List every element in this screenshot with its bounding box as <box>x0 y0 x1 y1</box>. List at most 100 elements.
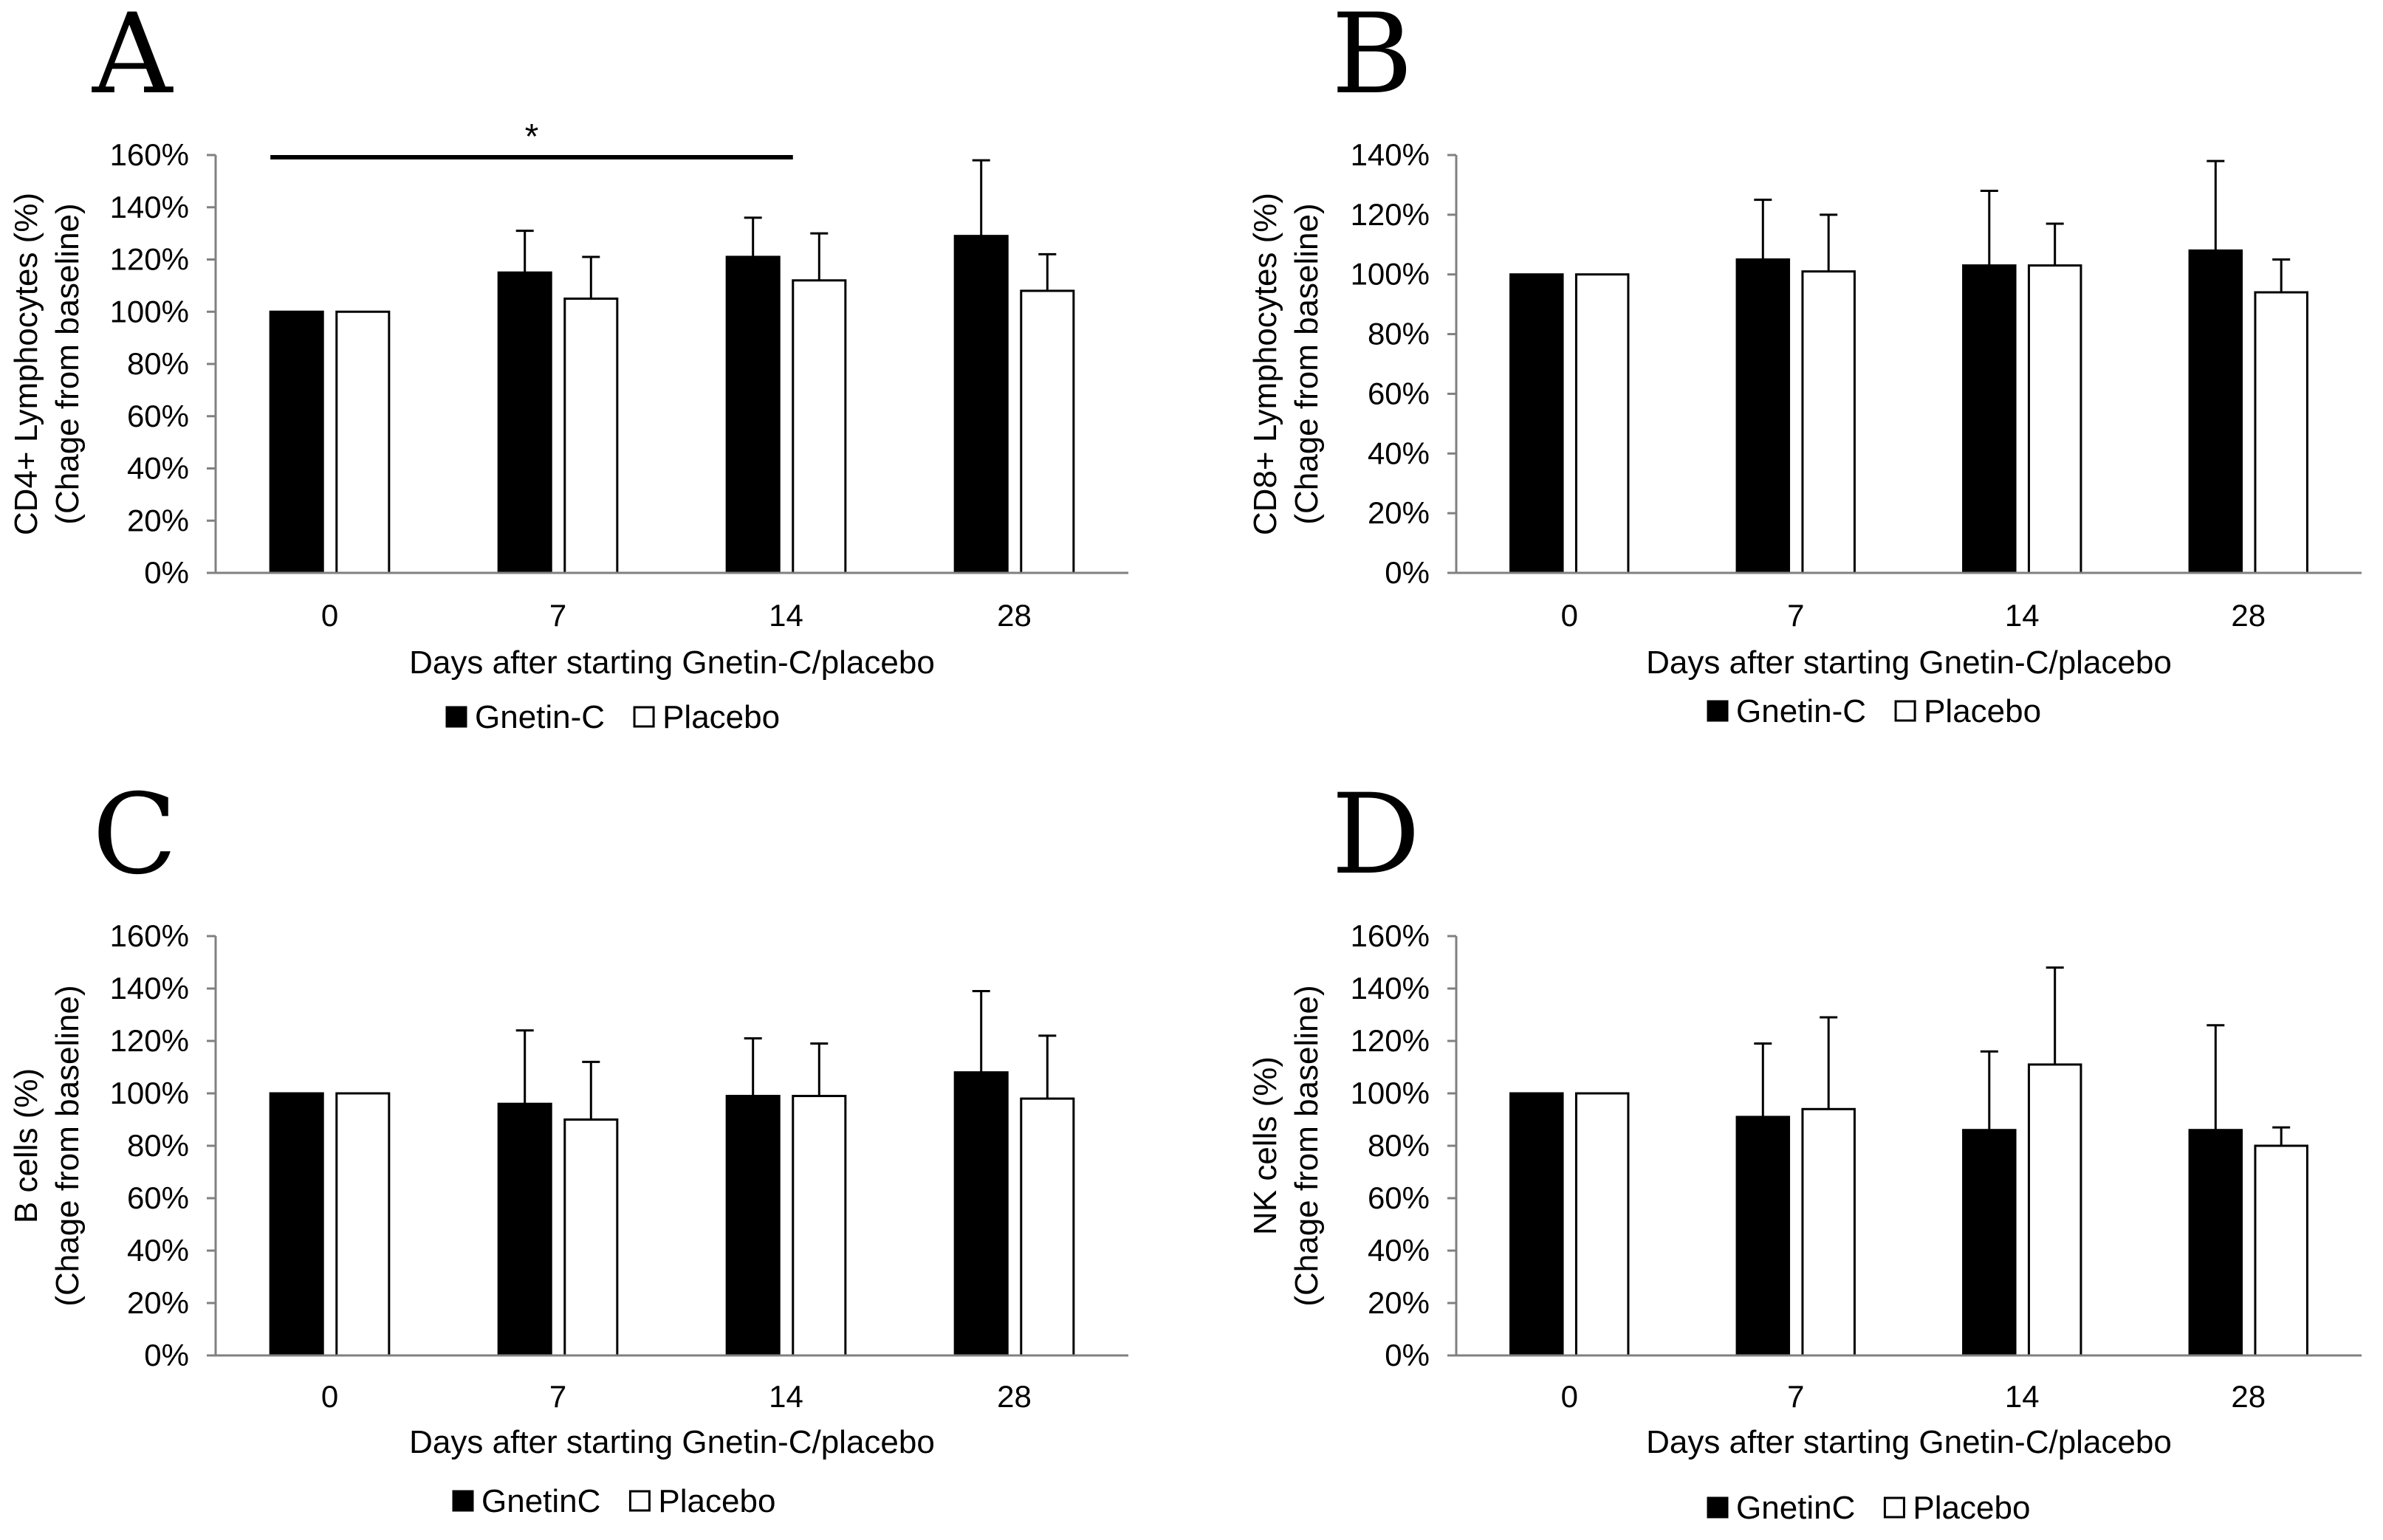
panel-letter: B <box>1331 0 1413 119</box>
legend-label-placebo: Placebo <box>658 1483 775 1519</box>
y-tick-label: 60% <box>127 399 189 433</box>
significance-star: * <box>525 117 539 157</box>
legend-label-gnetinc: GnetinC <box>481 1483 600 1519</box>
y-tick-label: 100% <box>1351 257 1430 292</box>
x-tick-label: 7 <box>1787 598 1804 633</box>
bar-placebo-day-7 <box>563 298 619 574</box>
x-axis-title: Days after starting Gnetin-C/placebo <box>1646 644 2172 681</box>
y-axis-title-line-1: NK cells (%) <box>1247 1056 1283 1235</box>
chart-panel-c: C 0% 20% 40% 60% 80% 100% 120% 140% 160% B cells (… <box>8 771 1128 1519</box>
bar-gnetin-c-day-7 <box>497 271 552 574</box>
y-tick-label: 80% <box>127 346 189 381</box>
bar-gnetin-c-day-7 <box>1735 258 1791 574</box>
x-tick-label: 28 <box>997 598 1032 633</box>
legend-swatch-placebo <box>633 706 655 728</box>
y-tick-label: 20% <box>127 503 189 537</box>
y-axis-title-line-1: B cells (%) <box>8 1068 44 1223</box>
bar-gnetin-c-day-28 <box>2188 249 2243 574</box>
legend-label-gnetin-c: Gnetin-C <box>475 699 605 735</box>
legend-label-gnetinc: GnetinC <box>1736 1490 1855 1526</box>
y-axis-title-line-2: (Chage from baseline) <box>49 985 86 1306</box>
bar-gnetin-c-day-14 <box>725 255 781 574</box>
y-tick-label: 140% <box>110 190 189 224</box>
chart-panel-a: A 0% 20% 40% 60% 80% 100% 120% 140% 160% CD4+ Lymp… <box>8 0 1128 735</box>
y-tick-label: 80% <box>1368 317 1430 351</box>
y-tick-label: 160% <box>110 137 189 172</box>
y-axis-title-line-1: CD4+ Lymphocytes (%) <box>8 193 44 535</box>
bar-placebo-day-0 <box>335 310 391 574</box>
y-tick-label: 100% <box>110 294 189 329</box>
y-tick-label: 40% <box>1368 436 1430 470</box>
chart-panel-b: B 0% 20% 40% 60% 80% 100% 120% 140% CD8+ Lymphocy… <box>1247 0 2362 729</box>
y-tick-label: 0% <box>1385 555 1430 590</box>
bar-gnetinc-day-28 <box>2188 1129 2243 1357</box>
x-tick-label: 0 <box>1561 1379 1578 1414</box>
chart-panel-d: D 0% 20% 40% 60% 80% 100% 120% 140% 160% NK cells … <box>1247 771 2362 1526</box>
bar-placebo-day-7 <box>1801 270 1856 574</box>
y-tick-label: 40% <box>127 1233 189 1268</box>
bar-placebo-day-0 <box>335 1092 391 1357</box>
y-tick-label: 80% <box>127 1128 189 1163</box>
y-tick-label: 60% <box>127 1180 189 1215</box>
panel-letter: C <box>92 771 177 899</box>
x-axis-title: Days after starting Gnetin-C/placebo <box>409 1424 935 1460</box>
panel-letter: A <box>92 0 174 119</box>
bar-placebo-day-28 <box>2254 1144 2308 1357</box>
bar-gnetinc-day-7 <box>1735 1116 1791 1357</box>
y-tick-label: 140% <box>110 971 189 1006</box>
bar-gnetinc-day-14 <box>1962 1129 2017 1357</box>
legend: GnetinC Placebo <box>452 1483 775 1519</box>
y-tick-label: 100% <box>110 1076 189 1110</box>
y-axis-title-line-2: (Chage from baseline) <box>1289 203 1325 524</box>
y-tick-label: 160% <box>110 918 189 953</box>
y-tick-label: 0% <box>144 1338 189 1372</box>
y-tick-label: 120% <box>1351 197 1430 232</box>
bar-gnetin-c-day-28 <box>953 235 1009 574</box>
bar-placebo-day-0 <box>1574 273 1630 574</box>
bar-placebo-day-14 <box>792 1095 847 1357</box>
bar-gnetinc-day-28 <box>953 1071 1009 1357</box>
bar-placebo-day-28 <box>1020 289 1075 574</box>
bar-placebo-day-28 <box>1020 1097 1075 1357</box>
bar-placebo-day-14 <box>792 279 847 574</box>
legend-swatch-placebo <box>1883 1496 1905 1519</box>
y-tick-label: 60% <box>1368 376 1430 410</box>
bar-gnetin-c-day-0 <box>1509 273 1564 574</box>
y-tick-label: 160% <box>1351 918 1430 953</box>
y-tick-label: 100% <box>1351 1076 1430 1110</box>
y-axis-title-line-2: (Chage from baseline) <box>49 203 86 524</box>
legend: Gnetin-C Placebo <box>1707 693 2041 729</box>
x-tick-label: 7 <box>549 1379 566 1414</box>
legend-swatch-gnetin-c <box>1707 700 1729 722</box>
x-tick-label: 0 <box>321 598 338 633</box>
bar-placebo-day-28 <box>2254 291 2308 574</box>
x-tick-label: 28 <box>997 1379 1032 1414</box>
x-tick-label: 14 <box>2005 1379 2040 1414</box>
x-tick-label: 14 <box>2005 598 2040 633</box>
legend-label-placebo: Placebo <box>662 699 780 735</box>
x-tick-label: 14 <box>769 598 803 633</box>
bar-gnetin-c-day-0 <box>269 310 324 574</box>
y-tick-label: 20% <box>127 1285 189 1320</box>
y-tick-label: 40% <box>127 451 189 486</box>
y-tick-label: 120% <box>1351 1023 1430 1058</box>
y-tick-label: 120% <box>110 1023 189 1058</box>
y-tick-label: 0% <box>144 555 189 590</box>
x-tick-label: 7 <box>1787 1379 1804 1414</box>
legend: GnetinC Placebo <box>1707 1490 2030 1526</box>
x-tick-label: 14 <box>769 1379 803 1414</box>
y-tick-label: 140% <box>1351 137 1430 172</box>
y-tick-label: 20% <box>1368 1285 1430 1320</box>
legend-swatch-gnetinc <box>452 1490 474 1512</box>
bar-gnetinc-day-0 <box>269 1092 324 1357</box>
panel-letter: D <box>1331 771 1420 899</box>
bar-gnetinc-day-0 <box>1509 1092 1564 1357</box>
y-tick-label: 140% <box>1351 971 1430 1006</box>
y-axis-title-line-2: (Chage from baseline) <box>1289 985 1325 1306</box>
y-axis-title-line-1: CD8+ Lymphocytes (%) <box>1247 193 1283 535</box>
bar-placebo-day-0 <box>1574 1092 1630 1357</box>
x-axis-title: Days after starting Gnetin-C/placebo <box>409 644 935 681</box>
x-tick-label: 28 <box>2231 598 2266 633</box>
legend-swatch-gnetin-c <box>445 706 467 728</box>
